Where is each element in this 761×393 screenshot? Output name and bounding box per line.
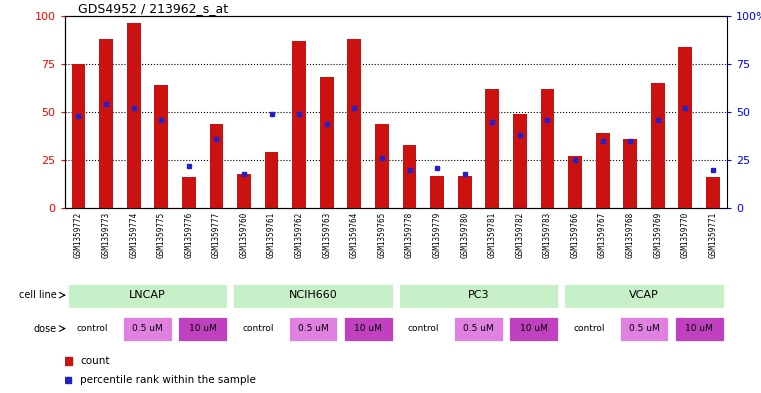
Text: 0.5 uM: 0.5 uM <box>629 324 659 333</box>
Text: GSM1359768: GSM1359768 <box>626 212 635 258</box>
Text: GSM1359761: GSM1359761 <box>267 212 276 258</box>
Text: control: control <box>408 324 439 333</box>
Text: 0.5 uM: 0.5 uM <box>463 324 494 333</box>
Text: GSM1359770: GSM1359770 <box>681 212 690 258</box>
Bar <box>232 316 283 342</box>
Bar <box>265 152 279 208</box>
Bar <box>122 316 173 342</box>
Bar <box>651 83 664 208</box>
Bar <box>430 176 444 208</box>
Bar <box>232 283 393 309</box>
Text: GSM1359764: GSM1359764 <box>350 212 359 258</box>
Text: 10 uM: 10 uM <box>354 324 382 333</box>
Bar <box>619 316 670 342</box>
Text: GSM1359782: GSM1359782 <box>515 212 524 258</box>
Bar <box>99 39 113 208</box>
Text: GSM1359760: GSM1359760 <box>240 212 249 258</box>
Text: GSM1359775: GSM1359775 <box>157 212 166 258</box>
Bar <box>127 24 141 208</box>
Text: GSM1359769: GSM1359769 <box>653 212 662 258</box>
Bar <box>177 316 228 342</box>
Text: GSM1359776: GSM1359776 <box>184 212 193 258</box>
Text: GSM1359779: GSM1359779 <box>432 212 441 258</box>
Bar <box>398 316 449 342</box>
Text: GSM1359771: GSM1359771 <box>708 212 718 258</box>
Text: control: control <box>573 324 604 333</box>
Text: control: control <box>77 324 108 333</box>
Text: NCIH660: NCIH660 <box>288 290 337 300</box>
Text: dose: dose <box>33 323 56 334</box>
Text: 10 uM: 10 uM <box>189 324 217 333</box>
Bar <box>67 283 228 309</box>
Bar <box>513 114 527 208</box>
Bar <box>288 316 339 342</box>
Text: LNCAP: LNCAP <box>129 290 166 300</box>
Bar <box>403 145 416 208</box>
Bar <box>320 77 333 208</box>
Bar <box>292 41 306 208</box>
Bar <box>673 316 724 342</box>
Bar <box>458 176 472 208</box>
Bar <box>568 156 582 208</box>
Text: GSM1359774: GSM1359774 <box>129 212 139 258</box>
Bar <box>563 283 724 309</box>
Text: GSM1359778: GSM1359778 <box>405 212 414 258</box>
Bar <box>72 64 85 208</box>
Bar <box>209 123 223 208</box>
Text: GSM1359765: GSM1359765 <box>377 212 387 258</box>
Text: GSM1359783: GSM1359783 <box>543 212 552 258</box>
Text: cell line: cell line <box>19 290 56 300</box>
Bar <box>508 316 559 342</box>
Bar <box>540 89 554 208</box>
Bar <box>182 178 196 208</box>
Text: GSM1359766: GSM1359766 <box>571 212 580 258</box>
Bar <box>67 316 118 342</box>
Bar <box>398 283 559 309</box>
Text: GSM1359781: GSM1359781 <box>488 212 497 258</box>
Text: 10 uM: 10 uM <box>685 324 713 333</box>
Bar <box>596 133 610 208</box>
Text: 0.5 uM: 0.5 uM <box>132 324 163 333</box>
Text: GSM1359762: GSM1359762 <box>295 212 304 258</box>
Text: percentile rank within the sample: percentile rank within the sample <box>80 375 256 386</box>
Bar <box>453 316 504 342</box>
Text: PC3: PC3 <box>468 290 489 300</box>
Bar <box>623 139 637 208</box>
Bar <box>486 89 499 208</box>
Text: 10 uM: 10 uM <box>520 324 548 333</box>
Text: 0.5 uM: 0.5 uM <box>298 324 328 333</box>
Text: GSM1359763: GSM1359763 <box>322 212 331 258</box>
Text: VCAP: VCAP <box>629 290 659 300</box>
Text: GSM1359780: GSM1359780 <box>460 212 470 258</box>
Bar <box>679 46 693 208</box>
Text: GSM1359772: GSM1359772 <box>74 212 83 258</box>
Bar <box>563 316 614 342</box>
Text: control: control <box>242 324 273 333</box>
Text: count: count <box>80 356 110 366</box>
Text: GSM1359773: GSM1359773 <box>101 212 110 258</box>
Bar <box>342 316 393 342</box>
Text: GSM1359767: GSM1359767 <box>598 212 607 258</box>
Text: GDS4952 / 213962_s_at: GDS4952 / 213962_s_at <box>78 2 228 15</box>
Bar <box>237 174 251 208</box>
Bar <box>154 85 168 208</box>
Bar <box>706 178 720 208</box>
Bar <box>348 39 361 208</box>
Text: GSM1359777: GSM1359777 <box>212 212 221 258</box>
Bar <box>375 123 389 208</box>
